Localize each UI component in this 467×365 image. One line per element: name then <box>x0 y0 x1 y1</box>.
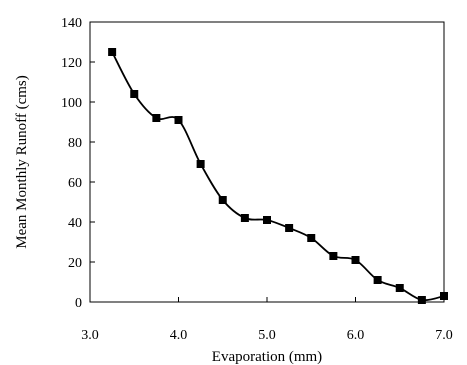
y-tick-label: 100 <box>61 96 82 111</box>
data-point-marker <box>218 196 227 204</box>
y-tick-label: 120 <box>61 56 82 71</box>
data-point-marker <box>373 276 382 284</box>
data-point-marker <box>285 224 294 232</box>
plot-area-frame <box>89 21 445 303</box>
data-point-marker <box>307 234 316 242</box>
x-tick-label: 5.0 <box>258 328 276 343</box>
x-tick-label: 4.0 <box>170 328 188 343</box>
y-tick-label: 0 <box>75 296 82 311</box>
x-axis-label: Evaporation (mm) <box>212 349 322 365</box>
data-point-marker <box>351 256 360 264</box>
data-point-marker <box>440 292 448 300</box>
data-point-marker <box>108 48 117 56</box>
data-point-marker <box>263 216 271 224</box>
data-point-marker <box>329 252 338 260</box>
data-point-marker <box>196 160 205 168</box>
data-point-marker <box>174 116 183 124</box>
data-point-marker <box>240 214 249 222</box>
runoff-series-line <box>111 51 445 302</box>
y-axis-ticks <box>90 21 95 303</box>
y-tick-label: 60 <box>68 176 82 191</box>
data-point-marker <box>130 90 139 98</box>
x-axis-ticks <box>89 297 445 302</box>
y-tick-label: 40 <box>68 216 82 231</box>
data-point-marker <box>417 296 426 304</box>
x-tick-label: 7.0 <box>435 328 453 343</box>
y-tick-label: 20 <box>68 256 82 271</box>
data-point-marker <box>395 284 404 292</box>
x-tick-label: 6.0 <box>347 328 365 343</box>
runoff-series-markers <box>108 48 448 304</box>
data-point-marker <box>152 114 161 122</box>
x-tick-label: 3.0 <box>81 328 99 343</box>
y-axis-label: Mean Monthly Runoff (cms) <box>14 75 30 248</box>
y-axis-tick-labels: 0 20 40 60 80 100 120 140 <box>61 16 82 311</box>
x-axis-tick-labels: 3.0 4.0 5.0 6.0 7.0 <box>81 328 453 343</box>
y-tick-label: 80 <box>68 136 82 151</box>
y-tick-label: 140 <box>61 16 82 31</box>
